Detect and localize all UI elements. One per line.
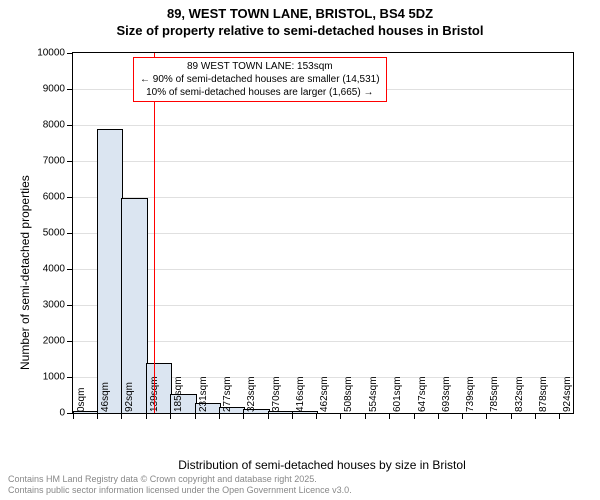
y-tick [67, 305, 73, 306]
callout-line1: 89 WEST TOWN LANE: 153sqm [140, 60, 380, 73]
x-tick [195, 413, 196, 419]
y-tick-label: 9000 [43, 84, 65, 95]
chart-container: 89, WEST TOWN LANE, BRISTOL, BS4 5DZ Siz… [0, 0, 600, 500]
x-tick [219, 413, 220, 419]
plot-area: 0100020003000400050006000700080009000100… [72, 52, 574, 414]
y-tick-label: 5000 [43, 228, 65, 239]
x-tick-label: 924sqm [562, 376, 573, 412]
y-axis-title: Number of semi-detached properties [18, 175, 32, 370]
footer-line2: Contains public sector information licen… [8, 485, 352, 496]
x-tick [535, 413, 536, 419]
x-tick [559, 413, 560, 419]
x-tick [292, 413, 293, 419]
histogram-bar [97, 129, 123, 413]
y-tick-label: 10000 [37, 48, 65, 59]
x-tick-label: 416sqm [295, 376, 306, 412]
y-tick [67, 53, 73, 54]
x-axis-title: Distribution of semi-detached houses by … [72, 458, 572, 472]
x-tick-label: 92sqm [124, 382, 135, 412]
x-tick [268, 413, 269, 419]
x-tick [121, 413, 122, 419]
x-tick-label: 601sqm [392, 376, 403, 412]
footer: Contains HM Land Registry data © Crown c… [8, 474, 352, 496]
x-tick-label: 693sqm [441, 376, 452, 412]
marker-callout: 89 WEST TOWN LANE: 153sqm← 90% of semi-d… [133, 57, 387, 102]
x-tick [462, 413, 463, 419]
x-tick [511, 413, 512, 419]
y-tick-label: 6000 [43, 192, 65, 203]
x-tick-label: 832sqm [514, 376, 525, 412]
title-line2: Size of property relative to semi-detach… [0, 23, 600, 38]
x-tick-label: 739sqm [465, 376, 476, 412]
y-tick [67, 161, 73, 162]
y-tick-label: 4000 [43, 264, 65, 275]
gridline [73, 125, 573, 126]
y-tick [67, 377, 73, 378]
y-tick-label: 3000 [43, 300, 65, 311]
x-tick [365, 413, 366, 419]
x-tick-label: 185sqm [173, 376, 184, 412]
title-line1: 89, WEST TOWN LANE, BRISTOL, BS4 5DZ [0, 0, 600, 21]
x-tick-label: 231sqm [198, 376, 209, 412]
gridline [73, 161, 573, 162]
x-tick [146, 413, 147, 419]
marker-line [154, 53, 155, 413]
x-tick [438, 413, 439, 419]
x-tick-label: 554sqm [368, 376, 379, 412]
y-tick [67, 233, 73, 234]
histogram-bar [121, 198, 148, 413]
y-tick-label: 1000 [43, 372, 65, 383]
x-tick [73, 413, 74, 419]
footer-line1: Contains HM Land Registry data © Crown c… [8, 474, 352, 485]
x-tick [340, 413, 341, 419]
y-tick-label: 2000 [43, 336, 65, 347]
x-tick-label: 139sqm [149, 376, 160, 412]
x-tick-label: 508sqm [343, 376, 354, 412]
x-tick [243, 413, 244, 419]
callout-line3: 10% of semi-detached houses are larger (… [140, 86, 380, 99]
x-tick [414, 413, 415, 419]
x-tick-label: 277sqm [222, 376, 233, 412]
x-tick-label: 0sqm [76, 388, 87, 412]
y-tick [67, 197, 73, 198]
x-tick-label: 878sqm [538, 376, 549, 412]
y-tick [67, 89, 73, 90]
x-tick-label: 462sqm [319, 376, 330, 412]
x-tick [389, 413, 390, 419]
y-tick [67, 341, 73, 342]
x-tick [316, 413, 317, 419]
y-tick [67, 125, 73, 126]
x-tick-label: 323sqm [246, 376, 257, 412]
x-tick [486, 413, 487, 419]
y-tick-label: 0 [59, 408, 65, 419]
callout-line2: ← 90% of semi-detached houses are smalle… [140, 73, 380, 86]
x-tick [170, 413, 171, 419]
x-tick-label: 647sqm [417, 376, 428, 412]
x-tick [97, 413, 98, 419]
y-tick-label: 7000 [43, 156, 65, 167]
x-tick-label: 785sqm [489, 376, 500, 412]
x-tick-label: 46sqm [100, 382, 111, 412]
y-tick-label: 8000 [43, 120, 65, 131]
x-tick-label: 370sqm [271, 376, 282, 412]
y-tick [67, 269, 73, 270]
